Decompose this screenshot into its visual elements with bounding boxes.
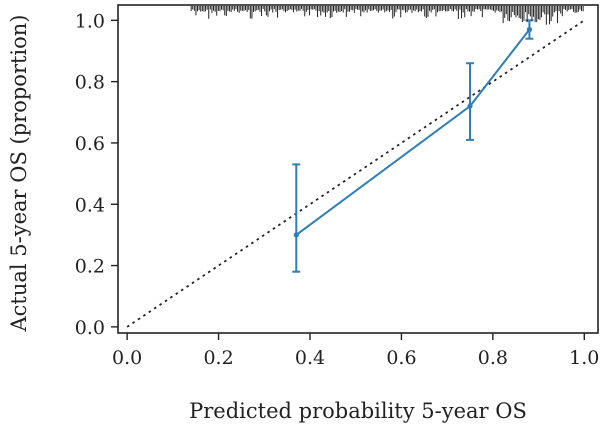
plot-area — [117, 4, 599, 334]
y-axis-title: Actual 5-year OS (proportion) — [7, 14, 31, 332]
x-tick-label: 0.2 — [203, 347, 233, 369]
y-axis: 0.0 0.2 0.4 0.6 0.8 1.0 — [75, 10, 118, 339]
rug-layer — [190, 6, 584, 25]
y-tick-label: 0.8 — [75, 72, 105, 94]
y-tick-label: 0.2 — [75, 256, 105, 278]
data-point-2 — [467, 103, 473, 109]
y-tick-label: 0.4 — [75, 194, 105, 216]
x-axis-title: Predicted probability 5-year OS — [189, 399, 527, 423]
y-tick-label: 1.0 — [75, 10, 105, 32]
plot-frame — [117, 4, 599, 334]
calibration-line — [295, 28, 531, 236]
x-tick-label: 0.8 — [478, 347, 508, 369]
data-point-3 — [526, 26, 533, 33]
data-point-1 — [293, 232, 299, 238]
x-axis: 0.0 0.2 0.4 0.6 0.8 1.0 — [112, 333, 599, 369]
x-tick-label: 0.4 — [295, 347, 325, 369]
x-tick-label: 0.0 — [112, 347, 142, 369]
x-tick-label: 1.0 — [569, 347, 599, 369]
reference-diagonal-line — [126, 19, 585, 328]
x-tick-label: 0.6 — [386, 347, 416, 369]
y-tick-label: 0.6 — [75, 133, 105, 155]
y-tick-label: 0.0 — [75, 317, 105, 339]
